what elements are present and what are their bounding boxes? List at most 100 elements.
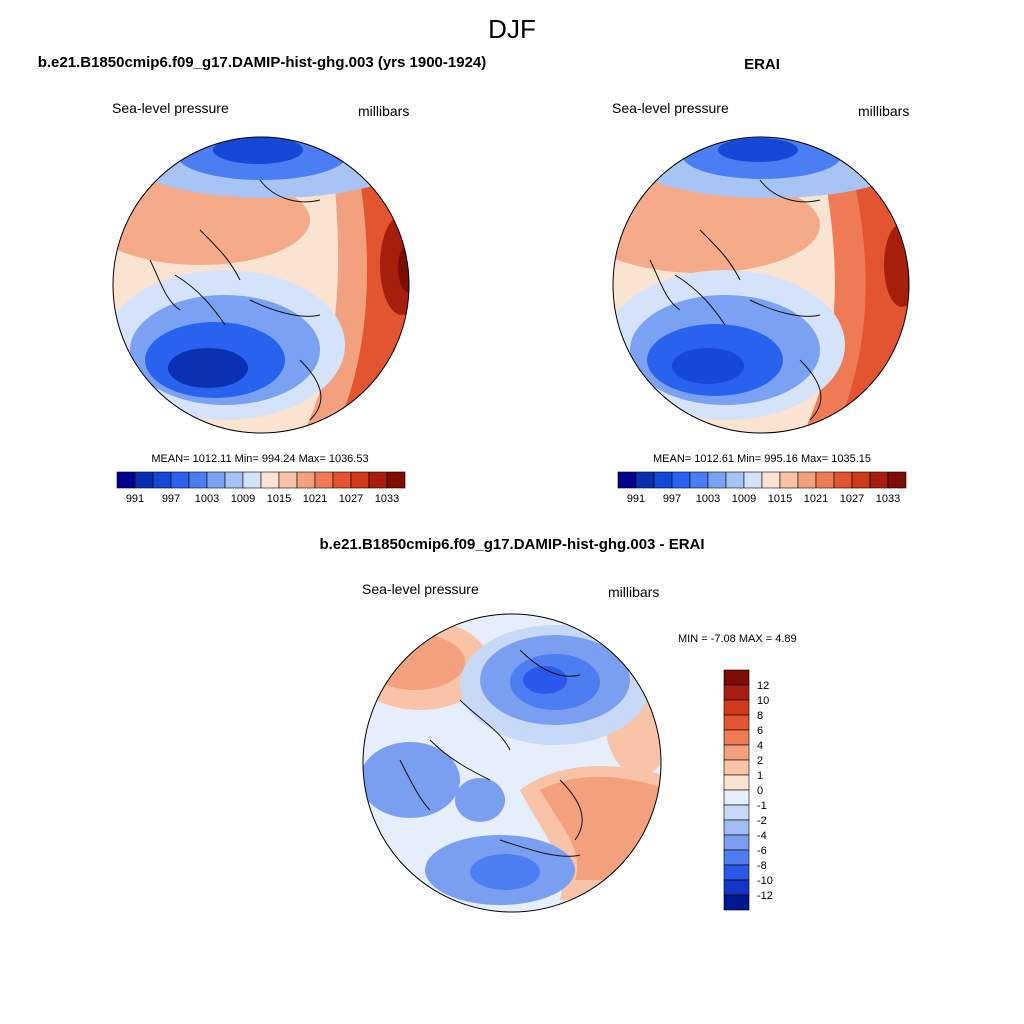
panel-2-colorbar-tick-label: 1027: [840, 493, 864, 505]
panel-1-colorbar-swatch: [296, 471, 316, 489]
panel-3-colorbar-swatch: [723, 744, 750, 761]
panel-3-colorbar-swatch: [723, 789, 750, 806]
panel-1-stats: MEAN= 1012.11 Min= 994.24 Max= 1036.53: [151, 453, 369, 465]
panel-2-colorbar-tick-label: 1021: [804, 493, 828, 505]
panel-2-map: [613, 137, 909, 433]
panel-1-title: b.e21.B1850cmip6.f09_g17.DAMIP-hist-ghg.…: [37, 54, 487, 71]
panel-1-colorbar-tick-label: 1009: [231, 493, 255, 505]
panel-3-stats: MIN = -7.08 MAX = 4.89: [678, 633, 797, 645]
panel-1-colorbar-tick-label: 997: [162, 493, 180, 505]
panel-3-colorbar-tick-label: 1: [757, 770, 763, 782]
main-title: DJF: [488, 14, 536, 44]
panel-2-colorbar-swatch: [761, 471, 781, 489]
panel-3-left-label: Sea-level pressure: [362, 581, 479, 597]
panel-1-colorbar-swatch: [134, 471, 154, 489]
panel-3-colorbar-tick-label: 10: [757, 695, 769, 707]
panel-3-colorbar-swatch: [723, 714, 750, 731]
panel-1-colorbar-swatch: [314, 471, 334, 489]
panel-1-left-label: Sea-level pressure: [112, 100, 229, 116]
panel-2-map-border: [612, 136, 910, 434]
panel-2-colorbar-tick-label: 1009: [732, 493, 756, 505]
panel-1-colorbar-swatch: [116, 471, 136, 489]
panel-2-colorbar-tick-label: 1015: [768, 493, 792, 505]
panel-3-colorbar-swatch: [723, 819, 750, 836]
panel-2-right-label: millibars: [858, 103, 910, 119]
panel-3-colorbar-tick-label: -6: [757, 845, 767, 857]
panel-3-colorbar-swatch: [723, 849, 750, 866]
panel-1-colorbar-swatch: [188, 471, 208, 489]
panel-2-colorbar-swatch: [779, 471, 799, 489]
panel-3-map-border: [362, 613, 662, 913]
panel-2-stats: MEAN= 1012.61 Min= 995.16 Max= 1035.15: [652, 453, 872, 465]
panel-3-colorbar-tick-label: -4: [757, 830, 767, 842]
panel-1-colorbar-swatch: [224, 471, 244, 489]
panel-1-colorbar-swatch: [386, 471, 406, 489]
panel-2-colorbar-swatch: [851, 471, 871, 489]
panel-3-colorbar-tick-label: 8: [757, 710, 763, 722]
panel-3-colorbar-tick-label: -1: [757, 800, 767, 812]
panel-1-colorbar-tick-label: 1015: [267, 493, 291, 505]
panel-2-colorbar-tick-label: 991: [627, 493, 645, 505]
panel-1-colorbar-swatch: [332, 471, 352, 489]
panel-1-colorbar: 991 997 1003 1009 1015 1021 1027 1033: [116, 471, 406, 505]
panel-2-title: ERAI: [744, 56, 780, 73]
panel-1-colorbar-swatch: [260, 471, 280, 489]
panel-3-colorbar-tick-label: -12: [757, 890, 773, 902]
panel-2-colorbar-swatch: [689, 471, 709, 489]
panel-3-colorbar-tick-label: -10: [757, 875, 773, 887]
panel-3-colorbar-tick-label: 4: [757, 740, 763, 752]
panel-2-colorbar-swatch: [653, 471, 673, 489]
panel-1-colorbar-tick-label: 1021: [303, 493, 327, 505]
panel-2-colorbar-tick-label: 1003: [696, 493, 720, 505]
panel-3-right-label: millibars: [608, 584, 660, 600]
panel-3-colorbar-tick-label: 12: [757, 680, 769, 692]
panel-2-colorbar-swatch: [707, 471, 727, 489]
panel-1-colorbar-swatch: [170, 471, 190, 489]
panel-1-right-label: millibars: [358, 103, 410, 119]
panel-2-colorbar: 991 997 1003 1009 1015 1021 1027 1033: [617, 471, 907, 505]
panel-3-colorbar-tick-label: 2: [757, 755, 763, 767]
panel-3-colorbar-tick-label: 0: [757, 785, 763, 797]
panel-2-colorbar-swatch: [743, 471, 763, 489]
panel-2-colorbar-swatch: [617, 471, 637, 489]
panel-3-colorbar-swatch: [723, 879, 750, 896]
panel-3-map: [363, 614, 661, 912]
panel-2-colorbar-swatch: [887, 471, 907, 489]
panel-3-title: b.e21.B1850cmip6.f09_g17.DAMIP-hist-ghg.…: [319, 536, 705, 553]
panel-3-colorbar-swatch: [723, 669, 750, 686]
panel-1-colorbar-swatch: [350, 471, 370, 489]
panel-2-colorbar-swatch: [797, 471, 817, 489]
panel-1-colorbar-tick-label: 1027: [339, 493, 363, 505]
panel-3-colorbar-swatch: [723, 804, 750, 821]
panel-2-colorbar-swatch: [833, 471, 853, 489]
panel-1-map-border: [112, 136, 410, 434]
panel-2-colorbar-swatch: [671, 471, 691, 489]
panel-3-colorbar-swatch: [723, 774, 750, 791]
panel-1-map: [113, 137, 409, 433]
panel-3-colorbar-tick-label: -2: [757, 815, 767, 827]
panel-1-colorbar-tick-label: 1003: [195, 493, 219, 505]
panel-3-colorbar-swatch: [723, 699, 750, 716]
panel-3-colorbar-swatch: [723, 894, 750, 911]
panel-2-colorbar-swatch: [635, 471, 655, 489]
panel-2-colorbar-swatch: [815, 471, 835, 489]
panel-1-colorbar-swatch: [278, 471, 298, 489]
panel-3-colorbar-swatch: [723, 834, 750, 851]
panel-3-colorbar-tick-label: 6: [757, 725, 763, 737]
panel-2-left-label: Sea-level pressure: [612, 100, 729, 116]
panel-3-colorbar-swatch: [723, 864, 750, 881]
panel-1-colorbar-swatch: [206, 471, 226, 489]
panel-2-colorbar-swatch: [725, 471, 745, 489]
panel-3-colorbar-swatch: [723, 729, 750, 746]
panel-3-colorbar-tick-label: -8: [757, 860, 767, 872]
panel-1-colorbar-tick-label: 991: [126, 493, 144, 505]
panel-2-colorbar-tick-label: 1033: [876, 493, 900, 505]
panel-1-colorbar-swatch: [368, 471, 388, 489]
panel-2-colorbar-swatch: [869, 471, 889, 489]
panel-2-colorbar-tick-label: 997: [663, 493, 681, 505]
panel-1-colorbar-tick-label: 1033: [375, 493, 399, 505]
panel-3-colorbar-swatch: [723, 759, 750, 776]
panel-1-colorbar-swatch: [242, 471, 262, 489]
